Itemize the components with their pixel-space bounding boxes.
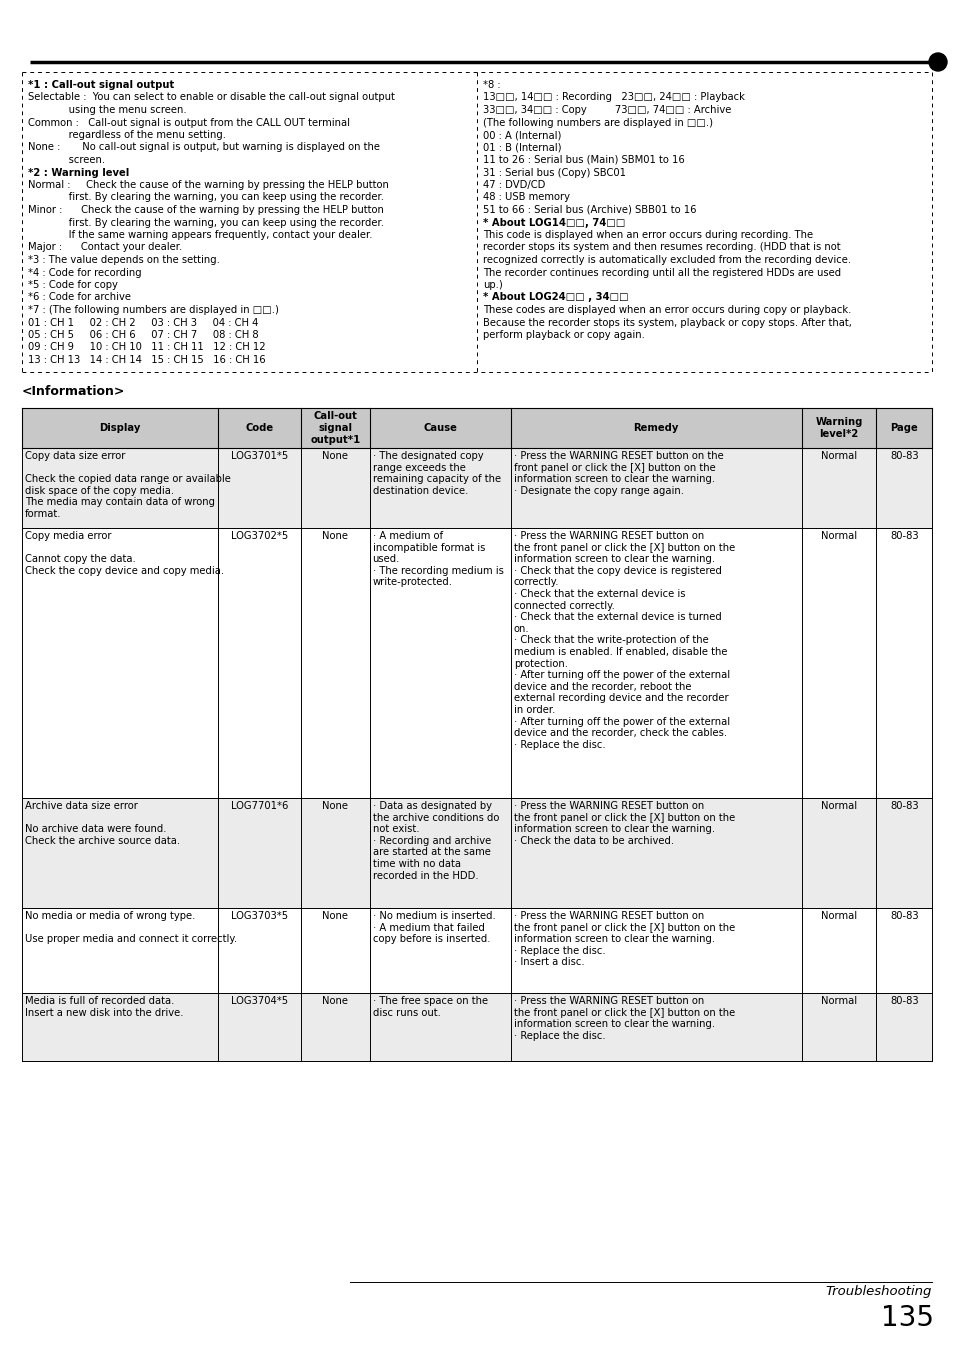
Text: None: None <box>322 996 348 1006</box>
Text: · The free space on the
disc runs out.: · The free space on the disc runs out. <box>373 996 487 1017</box>
Text: · Press the WARNING RESET button on
the front panel or click the [X] button on t: · Press the WARNING RESET button on the … <box>513 801 734 846</box>
Text: Copy media error

Cannot copy the data.
Check the copy device and copy media.: Copy media error Cannot copy the data. C… <box>25 531 224 576</box>
Bar <box>22 449 931 528</box>
Text: recognized correctly is automatically excluded from the recording device.: recognized correctly is automatically ex… <box>482 255 850 265</box>
Text: Cause: Cause <box>423 423 456 434</box>
Text: Minor :      Check the cause of the warning by pressing the HELP button: Minor : Check the cause of the warning b… <box>28 205 383 215</box>
Text: Remedy: Remedy <box>633 423 679 434</box>
Text: · Press the WARNING RESET button on
the front panel or click the [X] button on t: · Press the WARNING RESET button on the … <box>513 996 734 1040</box>
Text: recorder stops its system and then resumes recording. (HDD that is not: recorder stops its system and then resum… <box>482 242 840 253</box>
Text: The recorder continues recording until all the registered HDDs are used: The recorder continues recording until a… <box>482 267 841 277</box>
Text: Normal: Normal <box>821 531 857 540</box>
Text: · A medium of
incompatible format is
used.
· The recording medium is
write-prote: · A medium of incompatible format is use… <box>373 531 503 588</box>
Text: <Information>: <Information> <box>22 385 125 399</box>
Text: 135: 135 <box>880 1304 933 1332</box>
Text: Warning
level*2: Warning level*2 <box>815 417 862 439</box>
Text: *3 : The value depends on the setting.: *3 : The value depends on the setting. <box>28 255 219 265</box>
Text: 80-83: 80-83 <box>889 451 918 461</box>
Bar <box>22 798 931 908</box>
Text: 47 : DVD/CD: 47 : DVD/CD <box>482 180 545 190</box>
Text: Archive data size error

No archive data were found.
Check the archive source da: Archive data size error No archive data … <box>25 801 180 846</box>
Text: None: None <box>322 801 348 811</box>
Text: *4 : Code for recording: *4 : Code for recording <box>28 267 141 277</box>
Text: 13□□, 14□□ : Recording   23□□, 24□□ : Playback: 13□□, 14□□ : Recording 23□□, 24□□ : Play… <box>482 92 744 103</box>
Text: Normal :     Check the cause of the warning by pressing the HELP button: Normal : Check the cause of the warning … <box>28 180 389 190</box>
Text: These codes are displayed when an error occurs during copy or playback.: These codes are displayed when an error … <box>482 305 850 315</box>
Text: 05 : CH 5     06 : CH 6     07 : CH 7     08 : CH 8: 05 : CH 5 06 : CH 6 07 : CH 7 08 : CH 8 <box>28 330 258 340</box>
Text: first. By clearing the warning, you can keep using the recorder.: first. By clearing the warning, you can … <box>28 192 384 203</box>
Text: 48 : USB memory: 48 : USB memory <box>482 192 569 203</box>
Text: None :       No call-out signal is output, but warning is displayed on the: None : No call-out signal is output, but… <box>28 142 379 153</box>
Text: This code is displayed when an error occurs during recording. The: This code is displayed when an error occ… <box>482 230 812 240</box>
Text: Because the recorder stops its system, playback or copy stops. After that,: Because the recorder stops its system, p… <box>482 317 851 327</box>
Text: regardless of the menu setting.: regardless of the menu setting. <box>28 130 226 141</box>
Text: · Data as designated by
the archive conditions do
not exist.
· Recording and arc: · Data as designated by the archive cond… <box>373 801 498 881</box>
Text: Normal: Normal <box>821 451 857 461</box>
Text: LOG3701*5: LOG3701*5 <box>231 451 288 461</box>
Text: Copy data size error

Check the copied data range or available
disk space of the: Copy data size error Check the copied da… <box>25 451 231 519</box>
Text: 13 : CH 13   14 : CH 14   15 : CH 15   16 : CH 16: 13 : CH 13 14 : CH 14 15 : CH 15 16 : CH… <box>28 355 265 365</box>
Text: 80-83: 80-83 <box>889 911 918 921</box>
Text: perform playback or copy again.: perform playback or copy again. <box>482 330 644 340</box>
Bar <box>22 528 931 798</box>
Bar <box>22 993 931 1061</box>
Text: Media is full of recorded data.
Insert a new disk into the drive.: Media is full of recorded data. Insert a… <box>25 996 183 1017</box>
Text: 80-83: 80-83 <box>889 531 918 540</box>
Text: · Press the WARNING RESET button on the
front panel or click the [X] button on t: · Press the WARNING RESET button on the … <box>513 451 722 496</box>
Text: Selectable :  You can select to enable or disable the call-out signal output: Selectable : You can select to enable or… <box>28 92 395 103</box>
Text: Normal: Normal <box>821 911 857 921</box>
Text: *7 : (The following numbers are displayed in □□.): *7 : (The following numbers are displaye… <box>28 305 278 315</box>
Text: first. By clearing the warning, you can keep using the recorder.: first. By clearing the warning, you can … <box>28 218 384 227</box>
Text: Normal: Normal <box>821 801 857 811</box>
Text: using the menu screen.: using the menu screen. <box>28 105 187 115</box>
Text: · Press the WARNING RESET button on
the front panel or click the [X] button on t: · Press the WARNING RESET button on the … <box>513 531 734 750</box>
Text: · Press the WARNING RESET button on
the front panel or click the [X] button on t: · Press the WARNING RESET button on the … <box>513 911 734 967</box>
Text: 80-83: 80-83 <box>889 801 918 811</box>
Text: * About LOG14□□, 74□□: * About LOG14□□, 74□□ <box>482 218 625 227</box>
Text: Normal: Normal <box>821 996 857 1006</box>
Text: up.): up.) <box>482 280 502 290</box>
Text: None: None <box>322 531 348 540</box>
Text: 01 : B (Internal): 01 : B (Internal) <box>482 142 561 153</box>
Bar <box>22 908 931 993</box>
Text: Call-out
signal
output*1: Call-out signal output*1 <box>310 412 360 444</box>
Text: · The designated copy
range exceeds the
remaining capacity of the
destination de: · The designated copy range exceeds the … <box>373 451 500 496</box>
Text: LOG7701*6: LOG7701*6 <box>231 801 288 811</box>
Text: LOG3702*5: LOG3702*5 <box>231 531 288 540</box>
Text: screen.: screen. <box>28 155 105 165</box>
Text: 09 : CH 9     10 : CH 10   11 : CH 11   12 : CH 12: 09 : CH 9 10 : CH 10 11 : CH 11 12 : CH … <box>28 343 265 353</box>
Text: *2 : Warning level: *2 : Warning level <box>28 168 129 177</box>
Text: *6 : Code for archive: *6 : Code for archive <box>28 293 131 303</box>
Text: 11 to 26 : Serial bus (Main) SBM01 to 16: 11 to 26 : Serial bus (Main) SBM01 to 16 <box>482 155 684 165</box>
Text: None: None <box>322 911 348 921</box>
Text: LOG3703*5: LOG3703*5 <box>231 911 288 921</box>
Text: Common :   Call-out signal is output from the CALL OUT terminal: Common : Call-out signal is output from … <box>28 118 350 127</box>
Text: · No medium is inserted.
· A medium that failed
copy before is inserted.: · No medium is inserted. · A medium that… <box>373 911 495 944</box>
Bar <box>22 408 931 449</box>
Text: 80-83: 80-83 <box>889 996 918 1006</box>
Text: LOG3704*5: LOG3704*5 <box>231 996 288 1006</box>
Text: *1 : Call-out signal output: *1 : Call-out signal output <box>28 80 174 91</box>
Text: If the same warning appears frequently, contact your dealer.: If the same warning appears frequently, … <box>28 230 372 240</box>
Text: Major :      Contact your dealer.: Major : Contact your dealer. <box>28 242 182 253</box>
Text: Page: Page <box>889 423 917 434</box>
Text: Display: Display <box>99 423 140 434</box>
Text: * About LOG24□□ , 34□□: * About LOG24□□ , 34□□ <box>482 293 628 303</box>
Text: 00 : A (Internal): 00 : A (Internal) <box>482 130 560 141</box>
Text: 31 : Serial bus (Copy) SBC01: 31 : Serial bus (Copy) SBC01 <box>482 168 625 177</box>
Text: 01 : CH 1     02 : CH 2     03 : CH 3     04 : CH 4: 01 : CH 1 02 : CH 2 03 : CH 3 04 : CH 4 <box>28 317 258 327</box>
Text: No media or media of wrong type.

Use proper media and connect it correctly.: No media or media of wrong type. Use pro… <box>25 911 237 944</box>
Circle shape <box>928 53 946 72</box>
Text: (The following numbers are displayed in □□.): (The following numbers are displayed in … <box>482 118 712 127</box>
Text: Code: Code <box>245 423 274 434</box>
Text: 33□□, 34□□ : Copy         73□□, 74□□ : Archive: 33□□, 34□□ : Copy 73□□, 74□□ : Archive <box>482 105 731 115</box>
Text: None: None <box>322 451 348 461</box>
Text: *5 : Code for copy: *5 : Code for copy <box>28 280 118 290</box>
Text: *8 :: *8 : <box>482 80 500 91</box>
Text: 51 to 66 : Serial bus (Archive) SBB01 to 16: 51 to 66 : Serial bus (Archive) SBB01 to… <box>482 205 696 215</box>
Text: Troubleshooting: Troubleshooting <box>824 1285 931 1298</box>
